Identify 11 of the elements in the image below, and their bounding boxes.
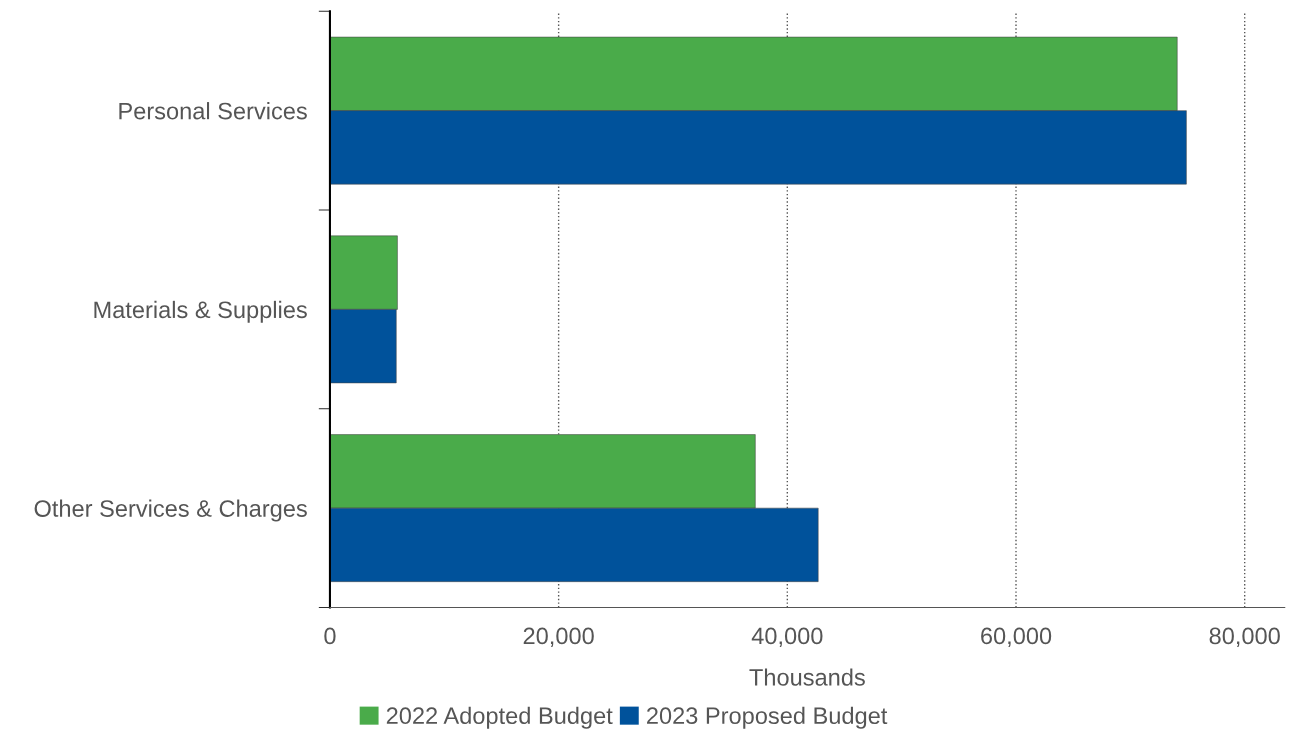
x-tick-label: 20,000 [523,627,594,648]
legend-label: 2022 Adopted Budget [386,706,613,729]
x-tick-label: 0 [324,627,336,645]
x-axis-title: Thousands [749,668,865,686]
y-tick-label: Other Services & Charges [34,499,307,522]
y-tick-label: Materials & Supplies [94,300,307,323]
y-tick-label: Personal Services [119,102,307,120]
x-tick-label: 80,000 [1209,627,1280,648]
x-tick-label: 40,000 [751,627,823,648]
x-tick-label: 60,000 [981,627,1052,648]
legend-label: 2023 Proposed Budget [647,706,888,729]
